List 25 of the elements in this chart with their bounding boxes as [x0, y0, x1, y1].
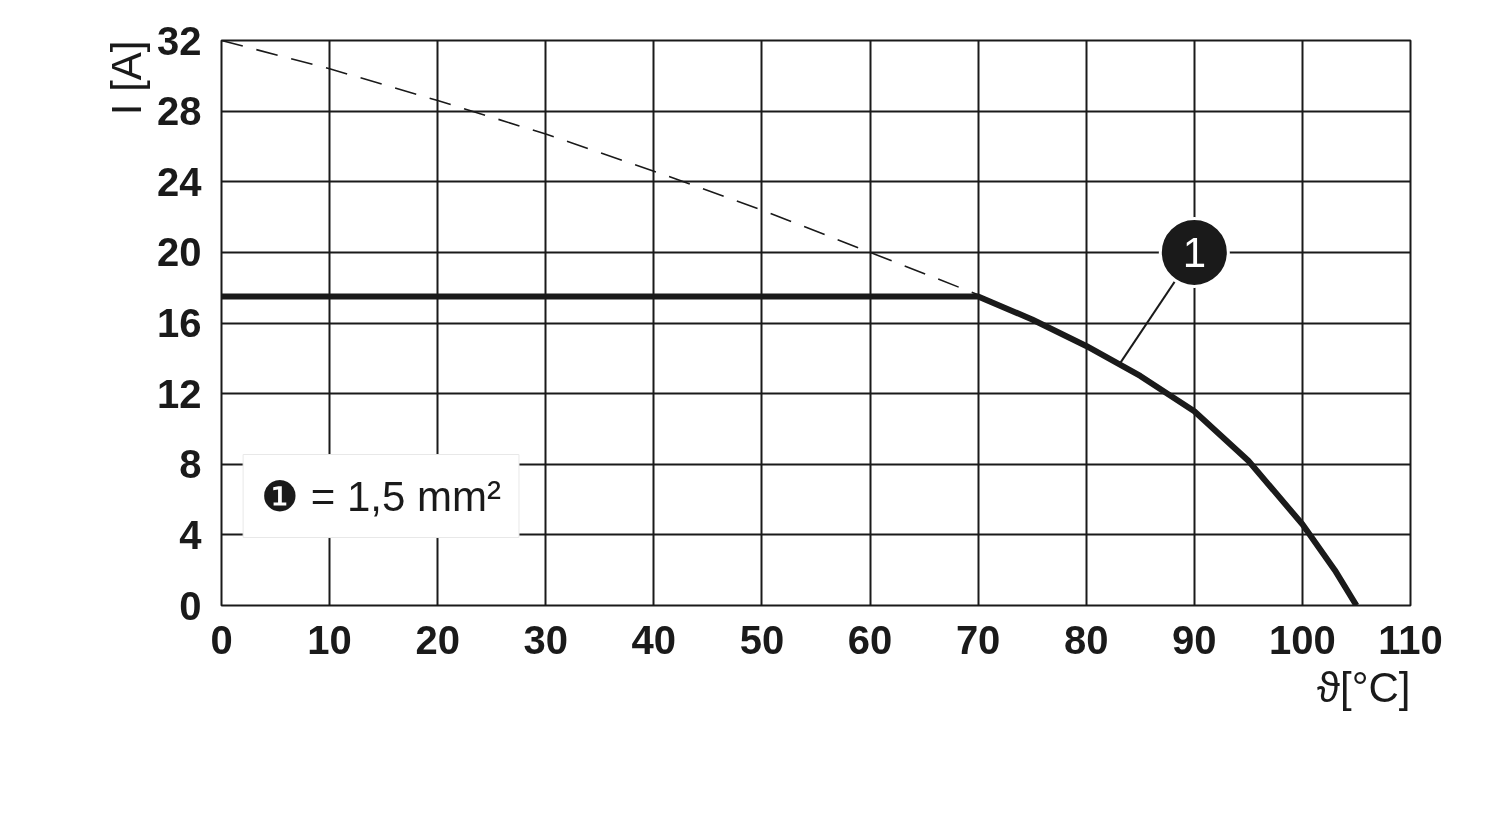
y-tick-label: 8: [179, 442, 202, 487]
y-tick-label: 20: [157, 230, 202, 275]
x-tick-label: 40: [631, 617, 677, 662]
y-axis-title: I [A]: [102, 40, 150, 116]
y-tick-label: 16: [157, 301, 202, 345]
x-tick-label: 10: [307, 617, 352, 662]
x-tick-label: 50: [739, 617, 785, 662]
y-tick-label: 24: [157, 159, 203, 204]
x-tick-label: 110: [1378, 617, 1443, 662]
annotation: 1: [1182, 228, 1206, 276]
x-tick-label: 70: [955, 617, 1001, 662]
x-tick-label: 20: [415, 617, 460, 662]
x-tick-label: 90: [1172, 617, 1217, 662]
y-tick-label: 28: [157, 89, 202, 134]
x-axis-title: ϑ[°C]: [1317, 663, 1411, 711]
x-tick-label: 80: [1063, 617, 1109, 662]
x-tick-label: 100: [1269, 617, 1336, 662]
x-tick-label: 60: [847, 617, 893, 662]
x-tick-label: 30: [523, 617, 569, 662]
annotation: ❶ = 1,5 mm²: [261, 472, 502, 520]
y-tick-label: 4: [179, 512, 203, 557]
y-tick-label: 32: [157, 18, 202, 63]
y-tick-label: 12: [157, 371, 202, 416]
x-tick-label: 0: [210, 617, 233, 662]
y-tick-label: 0: [179, 583, 202, 628]
